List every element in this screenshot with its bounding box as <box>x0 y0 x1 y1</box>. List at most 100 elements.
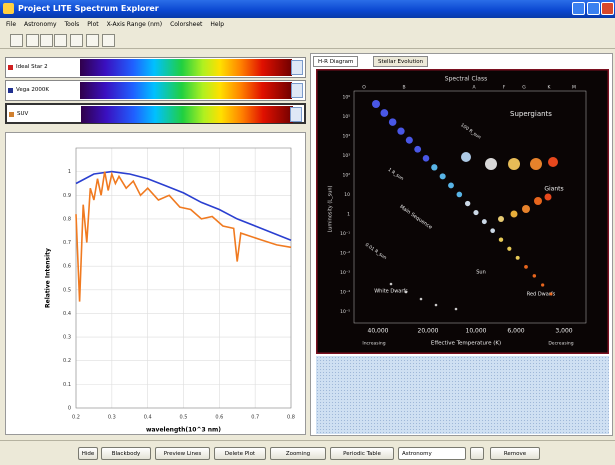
star <box>405 291 408 294</box>
x-tick-label: 0.3 <box>108 415 116 421</box>
menu-item[interactable]: Help <box>210 21 224 28</box>
star <box>414 146 421 153</box>
star <box>406 137 413 144</box>
hr-region-label: Sun <box>476 270 486 276</box>
app-icon <box>3 3 14 14</box>
star <box>461 152 471 162</box>
spectral-class: M <box>572 85 576 91</box>
hr-x-label: 10,000 <box>466 328 487 335</box>
star <box>524 265 528 269</box>
menu-item[interactable]: Astronomy <box>24 21 56 28</box>
zoom-in-tool[interactable] <box>26 34 39 47</box>
star <box>530 158 542 170</box>
tab[interactable]: Stellar Evolution <box>373 56 428 67</box>
hr-x-label: 40,000 <box>368 328 389 335</box>
hr-region-label: Giants <box>544 186 563 193</box>
spectrum-name: Ideal Star 2 <box>8 58 80 77</box>
hr-y-label: 10⁻¹ <box>340 231 350 237</box>
star <box>473 210 478 215</box>
star <box>499 238 503 242</box>
app-window: { "window": {"title": "Project LITE Spec… <box>0 0 615 465</box>
spectrum-row[interactable]: Vega 2000K <box>5 80 306 101</box>
hr-x-label: 3,000 <box>555 328 572 335</box>
button[interactable]: Periodic Table <box>330 447 394 460</box>
star <box>498 216 504 222</box>
spectrum-row[interactable]: SUV <box>5 103 306 124</box>
hr-y-label: 10⁻³ <box>340 270 350 276</box>
star <box>522 205 530 213</box>
y-tick-label: 0.5 <box>63 287 71 293</box>
button[interactable]: Hide <box>78 447 98 460</box>
spectrum-options-button[interactable] <box>291 83 303 98</box>
y-tick-label: 0.2 <box>63 358 71 364</box>
right-panel: H-R Diagram Stellar Evolution Spectral Cl… <box>310 53 613 436</box>
marker-tool[interactable] <box>86 34 99 47</box>
star <box>440 173 446 179</box>
zoom-reset-tool[interactable] <box>54 34 67 47</box>
maximize-button[interactable] <box>587 2 600 15</box>
button[interactable]: Remove <box>490 447 540 460</box>
hr-x-left: Increasing <box>362 341 385 347</box>
zoom-out-tool[interactable] <box>40 34 53 47</box>
star <box>389 118 397 126</box>
star <box>541 283 544 286</box>
button[interactable]: Delete Plot <box>214 447 266 460</box>
hr-diagram: Spectral ClassOBAFGKM10⁶10⁵10⁴10³10²1011… <box>316 69 609 354</box>
star <box>482 219 487 224</box>
button[interactable]: Preview Lines <box>155 447 210 460</box>
star <box>397 128 404 135</box>
star <box>420 298 423 301</box>
x-tick-label: 0.8 <box>287 415 295 421</box>
hr-y-axis-label: Luminosity (L_sun) <box>328 185 334 232</box>
star <box>545 194 552 201</box>
x-axis-label: wavelength(10^3 nm) <box>146 427 221 434</box>
hr-y-label: 10⁵ <box>342 114 350 120</box>
close-button[interactable] <box>601 2 614 15</box>
star <box>534 197 542 205</box>
spectrum-name: SUV <box>9 105 81 124</box>
hr-x-axis-label: Effective Temperature (K) <box>431 341 501 347</box>
star <box>380 109 388 117</box>
minimize-button[interactable] <box>572 2 585 15</box>
hr-x-right: Decreasing <box>548 341 573 347</box>
hr-top-label: Spectral Class <box>445 76 487 83</box>
y-tick-label: 0.6 <box>63 264 71 270</box>
button[interactable]: Zooming <box>270 447 326 460</box>
spectral-class: B <box>402 85 405 91</box>
star <box>457 192 463 198</box>
spectrum-options-button[interactable] <box>291 60 303 75</box>
hr-y-label: 1 <box>347 212 350 218</box>
select-tool[interactable] <box>10 34 23 47</box>
y-tick-label: 0.7 <box>63 240 71 246</box>
hr-background <box>316 69 609 354</box>
x-tick-label: 0.2 <box>72 415 80 421</box>
button[interactable]: Blackbody <box>101 447 151 460</box>
y-tick-label: 0 <box>68 406 71 412</box>
hr-y-label: 10⁻² <box>340 251 350 257</box>
menu-item[interactable]: Colorsheet <box>170 21 202 28</box>
y-axis-label: Relative Intensity <box>45 248 52 308</box>
menu-item[interactable]: Tools <box>65 21 80 28</box>
tab[interactable]: H-R Diagram <box>313 56 358 67</box>
spectrum-options-button[interactable] <box>290 107 302 122</box>
menu-item[interactable]: X-Axis Range (nm) <box>107 21 162 28</box>
line-tool[interactable] <box>102 34 115 47</box>
menu-item[interactable]: File <box>6 21 16 28</box>
button[interactable]: Astronomy <box>398 447 466 460</box>
hr-y-label: 10⁻⁴ <box>340 290 350 296</box>
dropdown-arrow[interactable] <box>470 447 484 460</box>
star <box>465 201 470 206</box>
star <box>550 293 553 296</box>
pan-tool[interactable] <box>70 34 83 47</box>
toolbar <box>0 31 615 49</box>
x-tick-label: 0.4 <box>144 415 152 421</box>
hr-region-label: Supergiants <box>510 110 552 118</box>
star <box>507 247 511 251</box>
star <box>516 256 520 260</box>
hr-y-label: 10⁻⁵ <box>340 309 350 315</box>
spectrum-row[interactable]: Ideal Star 2 <box>5 57 306 78</box>
menu-item[interactable]: Plot <box>87 21 98 28</box>
star <box>533 274 536 277</box>
